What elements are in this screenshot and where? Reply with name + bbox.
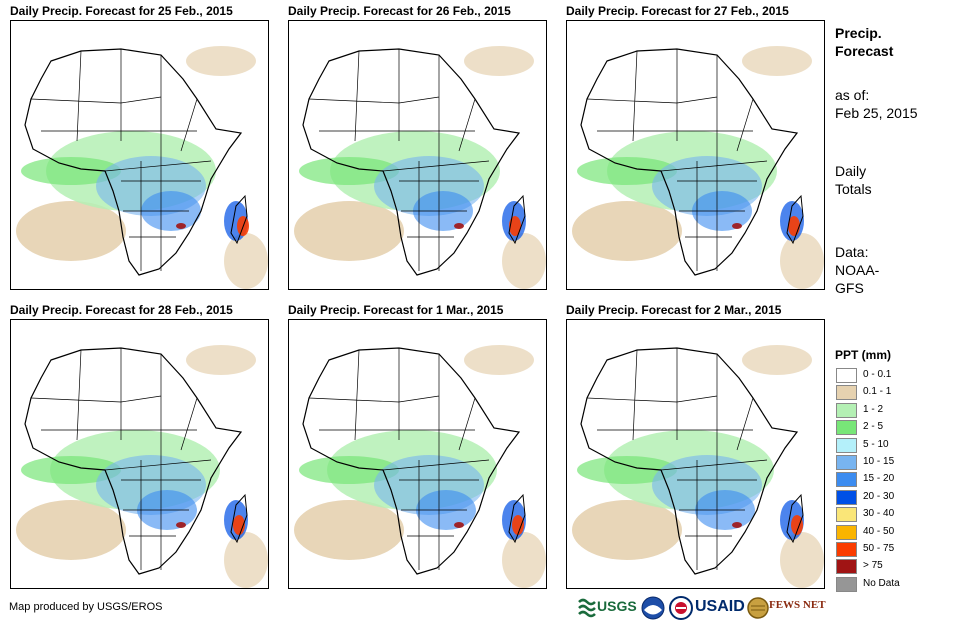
sidebar-title: Precip. Forecast [835,24,893,60]
totals-block: Daily Totals [835,162,872,198]
legend-swatch [836,385,857,401]
legend-swatch [836,472,857,488]
legend-swatch [836,437,857,453]
credit-text: Map produced by USGS/EROS [9,601,163,613]
precip-map [288,20,547,290]
title-line-1: Precip. [835,25,882,41]
totals-line-2: Totals [835,181,872,197]
data-line-3: GFS [835,280,864,296]
map-title: Daily Precip. Forecast for 2 Mar., 2015 [566,303,782,317]
legend-label: 30 - 40 [863,508,895,520]
legend-label: 5 - 10 [863,438,889,450]
data-line-1: Data: [835,244,869,260]
precip-map [10,319,269,589]
legend-label: No Data [863,577,900,589]
legend-title: PPT (mm) [835,348,892,362]
legend-label: 20 - 30 [863,490,895,502]
as-of-date: Feb 25, 2015 [835,105,918,121]
precip-map [566,319,825,589]
legend-label: 2 - 5 [863,421,884,433]
usaid-logo: USAID [695,596,747,620]
map-title: Daily Precip. Forecast for 27 Feb., 2015 [566,4,789,18]
legend-swatch [836,402,857,418]
precip-map [566,20,825,290]
legend-swatch [836,489,857,505]
legend-label: 0 - 0.1 [863,369,892,380]
legend-swatch [836,420,857,436]
legend-label: 10 - 15 [863,455,895,467]
legend-label: 1 - 2 [863,403,884,415]
map-title: Daily Precip. Forecast for 26 Feb., 2015 [288,4,511,18]
legend-label: 40 - 50 [863,525,895,537]
precip-map [10,20,269,290]
noaa-logo [641,596,665,620]
usgs-logo: USGS [577,596,637,620]
legend-label: 50 - 75 [863,542,895,554]
fewsnet-globe [747,597,769,619]
usgs-logo-mark [578,598,596,618]
legend-swatch [836,507,857,523]
title-line-2: Forecast [835,43,894,59]
data-line-2: NOAA- [835,262,880,278]
map-title: Daily Precip. Forecast for 25 Feb., 2015 [10,4,233,18]
legend-swatch [836,559,857,575]
as-of-block: as of: Feb 25, 2015 [835,86,918,122]
legend-swatch [836,541,857,557]
legend-swatch [836,524,857,540]
data-source-block: Data: NOAA- GFS [835,243,879,297]
map-title: Daily Precip. Forecast for 28 Feb., 2015 [10,303,233,317]
legend-label: 0.1 - 1 [863,386,892,398]
usaid-logo-text: USAID [695,598,745,615]
usgs-logo-text: USGS [597,598,637,614]
usaid-seal [669,596,693,620]
map-title: Daily Precip. Forecast for 1 Mar., 2015 [288,303,504,317]
precip-map [288,319,547,589]
legend-swatch [836,576,857,592]
legend-swatch [836,368,857,383]
fewsnet-logo: FEWS NET [747,596,827,620]
legend-swatch [836,454,857,470]
as-of-label: as of: [835,87,870,103]
legend-label: > 75 [863,560,883,572]
totals-line-1: Daily [835,163,867,179]
legend-label: 15 - 20 [863,473,895,485]
fewsnet-logo-text: FEWS NET [769,599,826,611]
